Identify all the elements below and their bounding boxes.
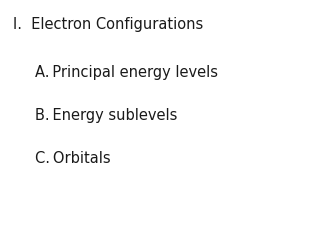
Text: I.  Electron Configurations: I. Electron Configurations — [13, 17, 203, 32]
Text: A. Principal energy levels: A. Principal energy levels — [35, 65, 218, 80]
Text: B. Energy sublevels: B. Energy sublevels — [35, 108, 178, 123]
Text: C. Orbitals: C. Orbitals — [35, 151, 111, 166]
